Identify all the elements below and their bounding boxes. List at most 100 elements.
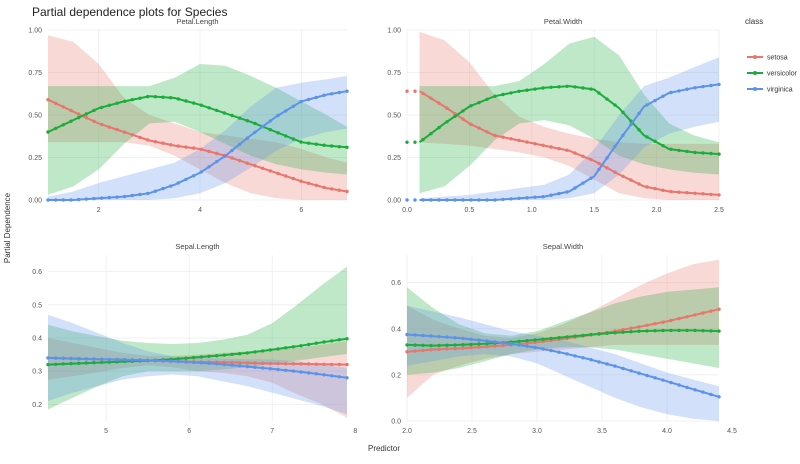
point-versicolor (445, 120, 449, 124)
point-virginica (345, 376, 349, 380)
point-setosa (253, 361, 257, 365)
point-virginica (549, 193, 553, 197)
point-virginica (92, 196, 96, 201)
point-versicolor (437, 343, 441, 348)
point-setosa (693, 191, 697, 195)
point-virginica (330, 374, 334, 378)
point-versicolor (597, 332, 601, 336)
band-virginica (419, 57, 719, 201)
point-versicolor (453, 343, 457, 347)
point-setosa (685, 315, 689, 319)
point-virginica (130, 193, 134, 198)
point-virginica (54, 356, 58, 360)
band-versicolor (419, 36, 719, 194)
y-tick-label: 0.0 (391, 419, 401, 426)
point-versicolor (549, 85, 553, 90)
y-tick-label: 0.3 (32, 369, 42, 376)
panel-sepal-width: Sepal.Width 0.0 0.2 0.4 0.6 2.0 2.5 3.0 3.5 4.0 4.… (391, 242, 737, 435)
point-virginica (268, 367, 272, 371)
band-setosa (48, 35, 347, 200)
y-tick-label: 0.75 (28, 70, 42, 77)
point-setosa (485, 344, 489, 349)
point-virginica (685, 385, 689, 390)
point-versicolor (207, 354, 211, 358)
point-virginica (453, 198, 457, 202)
point-setosa (661, 320, 665, 324)
point-virginica (517, 196, 521, 200)
point-virginica (557, 191, 561, 196)
point-versicolor (637, 329, 641, 333)
point-virginica (629, 369, 633, 373)
x-tick-label: 1.0 (527, 207, 537, 214)
point-setosa (245, 361, 249, 365)
point-versicolor (61, 123, 65, 127)
line-versicolor (406, 329, 720, 347)
point-versicolor (115, 101, 119, 106)
point-versicolor (299, 344, 303, 348)
point-virginica (245, 136, 249, 140)
point-virginica (581, 181, 585, 185)
point-virginica (709, 392, 713, 397)
y-tick-label: 0.4 (32, 336, 42, 343)
legend-label-versicolor: versicolor (767, 71, 798, 78)
point-versicolor (146, 94, 150, 99)
point-setosa (405, 350, 409, 354)
band-virginica (48, 75, 347, 200)
point-versicolor (46, 130, 50, 134)
point-setosa (276, 361, 280, 366)
point-virginica (501, 197, 505, 202)
point-versicolor (509, 91, 513, 95)
point-virginica (238, 142, 242, 146)
point-setosa (84, 116, 89, 120)
point-virginica (709, 83, 713, 88)
point-virginica (605, 362, 609, 366)
point-setosa (322, 185, 326, 190)
point-setosa (284, 174, 288, 178)
point-virginica (597, 360, 601, 364)
point-virginica (69, 198, 73, 202)
point-versicolor (661, 144, 665, 148)
point-setosa (230, 360, 234, 365)
point-versicolor (199, 355, 203, 359)
point-virginica (123, 357, 127, 362)
point-setosa (709, 309, 713, 313)
panel-title: Petal.Width (544, 17, 582, 26)
point-virginica (549, 348, 553, 353)
point-virginica (284, 109, 288, 113)
point-virginica (485, 198, 489, 202)
point-setosa (405, 89, 409, 93)
band-setosa (407, 259, 719, 398)
point-versicolor (215, 108, 219, 113)
point-versicolor (107, 103, 112, 108)
point-virginica (493, 340, 497, 344)
point-versicolor (629, 330, 633, 334)
point-virginica (445, 335, 449, 339)
point-virginica (557, 350, 561, 354)
point-setosa (261, 361, 265, 365)
point-virginica (115, 357, 119, 362)
point-setosa (253, 164, 257, 168)
point-setosa (337, 188, 341, 192)
point-virginica (677, 383, 681, 387)
point-setosa (429, 348, 433, 352)
point-virginica (669, 90, 673, 95)
point-setosa (238, 158, 242, 163)
point-setosa (445, 106, 449, 110)
point-setosa (291, 362, 295, 366)
point-virginica (84, 197, 89, 201)
point-setosa (284, 362, 288, 366)
point-setosa (307, 181, 311, 185)
point-setosa (245, 161, 249, 165)
point-virginica (123, 194, 127, 199)
point-versicolor (557, 336, 561, 340)
point-virginica (69, 356, 73, 361)
point-versicolor (605, 331, 609, 335)
point-setosa (621, 174, 625, 178)
point-setosa (717, 307, 721, 311)
point-virginica (115, 195, 119, 199)
point-virginica (84, 357, 89, 361)
point-versicolor (701, 329, 705, 333)
point-versicolor (589, 87, 593, 91)
x-tick-label: 7 (270, 428, 274, 435)
point-setosa (184, 145, 188, 149)
